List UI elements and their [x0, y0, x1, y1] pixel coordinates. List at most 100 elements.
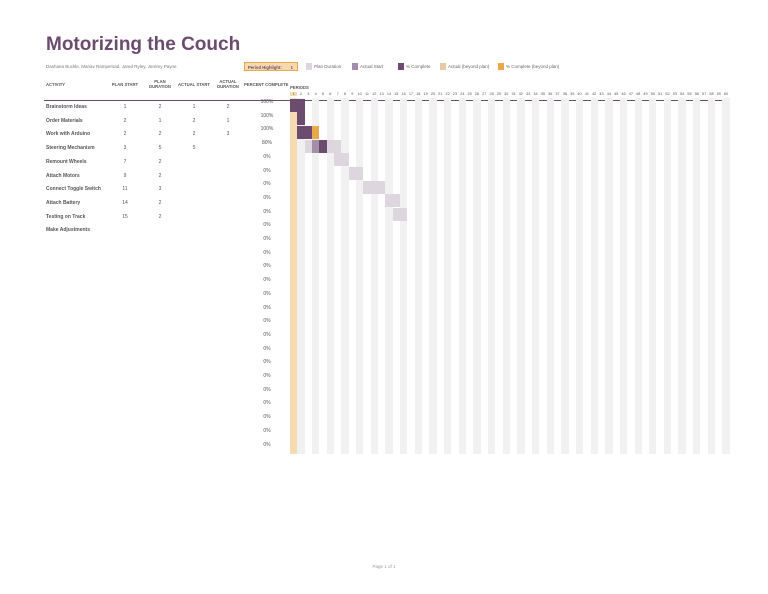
- plan-start-cell[interactable]: 2: [123, 131, 127, 138]
- period-number: 29: [496, 92, 502, 96]
- activity-name[interactable]: Work with Arduino: [46, 131, 91, 138]
- actual-duration-cell[interactable]: 1: [226, 117, 230, 124]
- plan-duration-cell[interactable]: 2: [158, 131, 162, 138]
- percent-complete-cell[interactable]: 0%: [263, 290, 271, 297]
- activity-name[interactable]: Make Adjustments: [46, 227, 90, 234]
- period-column: [554, 98, 561, 454]
- actual-duration-cell[interactable]: 3: [226, 131, 230, 138]
- percent-complete-cell[interactable]: 100%: [260, 99, 274, 105]
- activity-name[interactable]: Connect Toggle Switch: [46, 186, 101, 193]
- gantt-bar-light: [333, 139, 342, 153]
- activity-name[interactable]: Testing on Track: [46, 213, 86, 220]
- percent-complete-cell[interactable]: 0%: [263, 249, 271, 256]
- header-percent-complete: PERCENT COMPLETE: [244, 82, 289, 87]
- period-column: [583, 98, 590, 454]
- percent-complete-cell[interactable]: 0%: [263, 345, 271, 352]
- period-number: 27: [482, 92, 487, 96]
- percent-complete-cell[interactable]: 0%: [263, 318, 271, 325]
- period-number: 2: [299, 92, 303, 96]
- plan-duration-cell[interactable]: 1: [158, 117, 162, 124]
- percent-complete-cell[interactable]: 0%: [263, 400, 271, 407]
- period-number: 42: [592, 92, 597, 96]
- plan-start-cell[interactable]: 7: [123, 158, 127, 165]
- plan-start-cell[interactable]: 15: [122, 213, 128, 220]
- period-column: [525, 98, 532, 454]
- percent-complete-cell[interactable]: 0%: [263, 427, 271, 434]
- plan-start-cell[interactable]: 9: [123, 172, 127, 179]
- period-number: 7: [336, 92, 339, 96]
- period-number: 3: [307, 92, 310, 96]
- period-number: 51: [658, 92, 663, 96]
- gantt-bar-dark: [319, 139, 327, 153]
- period-highlight-value[interactable]: 1: [290, 65, 293, 70]
- period-number: 55: [687, 92, 692, 96]
- plan-duration-cell[interactable]: 2: [158, 199, 162, 206]
- period-column: [385, 98, 393, 455]
- activity-name[interactable]: Order Materials: [46, 117, 83, 124]
- percent-complete-cell[interactable]: 0%: [263, 373, 271, 379]
- percent-complete-cell[interactable]: 0%: [263, 277, 271, 284]
- plan-start-cell[interactable]: 3: [123, 145, 127, 152]
- percent-complete-cell[interactable]: 100%: [260, 126, 274, 133]
- actual-start-cell[interactable]: 1: [192, 104, 196, 110]
- gantt-bar-light: [304, 139, 312, 153]
- actual-start-cell[interactable]: 2: [192, 117, 196, 124]
- percent-complete-cell[interactable]: 0%: [263, 414, 271, 421]
- period-number: 17: [408, 92, 414, 96]
- gantt-bar-dark: [297, 112, 305, 126]
- gantt-bar-light: [363, 180, 371, 194]
- percent-complete-cell[interactable]: 0%: [263, 359, 271, 366]
- activity-name[interactable]: Brainstorm Ideas: [46, 104, 87, 110]
- percent-complete-cell[interactable]: 0%: [263, 153, 271, 160]
- period-highlight-field[interactable]: Period Highlight: 1: [244, 62, 298, 71]
- percent-complete-cell[interactable]: 80%: [261, 140, 272, 147]
- activity-name[interactable]: Steering Mechanism: [46, 145, 95, 152]
- period-number: 11: [364, 92, 369, 96]
- actual-duration-cell[interactable]: 2: [226, 104, 230, 110]
- percent-complete-cell[interactable]: 0%: [263, 304, 271, 311]
- plan-duration-cell[interactable]: 3: [158, 186, 162, 193]
- gantt-bar-light: [326, 139, 334, 153]
- period-number: 47: [628, 92, 633, 96]
- percent-complete-cell[interactable]: 0%: [263, 181, 271, 188]
- gantt-bar-dark: [290, 98, 298, 112]
- period-number: 33: [526, 92, 531, 96]
- plan-duration-cell[interactable]: 2: [158, 172, 162, 179]
- gantt-bar-light: [355, 167, 364, 180]
- percent-complete-cell[interactable]: 0%: [263, 167, 271, 174]
- percent-complete-cell[interactable]: 0%: [263, 222, 271, 229]
- period-column: [700, 98, 707, 454]
- period-column: [590, 98, 598, 455]
- percent-complete-cell[interactable]: 0%: [263, 263, 271, 270]
- actual-start-cell[interactable]: 2: [192, 131, 196, 138]
- percent-complete-cell[interactable]: 0%: [263, 331, 271, 338]
- percent-complete-cell[interactable]: 0%: [263, 236, 271, 242]
- plan-start-cell[interactable]: 1: [123, 104, 127, 110]
- gantt-bar-dark: [297, 98, 305, 112]
- period-column: [627, 98, 634, 454]
- activity-name[interactable]: Remount Wheels: [46, 158, 87, 165]
- page-footer: Page 1 of 1: [372, 564, 396, 569]
- period-number: 34: [533, 92, 538, 96]
- plan-duration-cell[interactable]: 5: [158, 145, 162, 152]
- percent-complete-cell[interactable]: 0%: [263, 441, 271, 448]
- plan-start-cell[interactable]: 14: [122, 199, 128, 206]
- percent-complete-cell[interactable]: 100%: [260, 112, 274, 119]
- plan-start-cell[interactable]: 11: [122, 186, 128, 193]
- percent-complete-cell[interactable]: 0%: [263, 208, 271, 215]
- plan-duration-cell[interactable]: 2: [158, 213, 162, 220]
- period-number: 60: [724, 92, 729, 96]
- plan-start-cell[interactable]: 2: [123, 117, 127, 124]
- period-number: 22: [445, 92, 450, 96]
- actual-start-cell[interactable]: 5: [192, 145, 196, 152]
- period-number: 12: [372, 92, 377, 96]
- activity-name[interactable]: Attach Battery: [46, 199, 81, 206]
- activity-name[interactable]: Attach Motors: [46, 172, 80, 179]
- legend-item: % Complete (beyond plan): [498, 63, 559, 70]
- period-column: [598, 98, 605, 454]
- percent-complete-cell[interactable]: 0%: [263, 194, 271, 201]
- plan-duration-cell[interactable]: 2: [158, 104, 162, 110]
- percent-complete-cell[interactable]: 0%: [263, 386, 271, 393]
- plan-duration-cell[interactable]: 2: [158, 158, 162, 165]
